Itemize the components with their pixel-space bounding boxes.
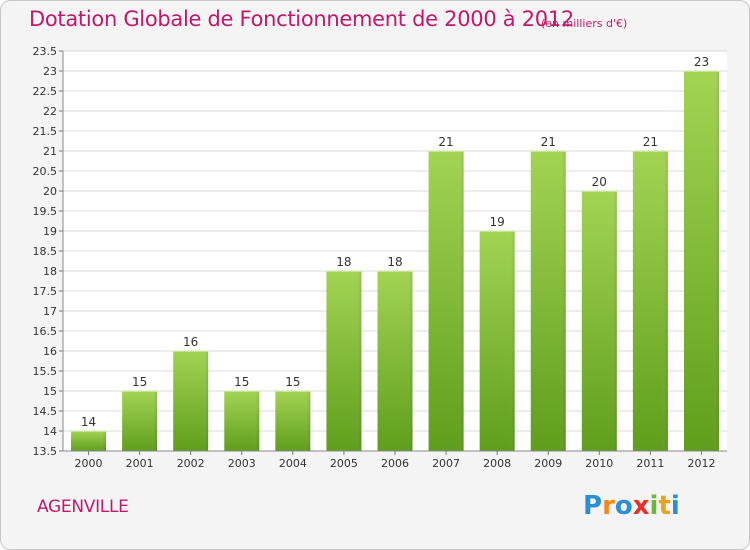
y-tick-label: 22.5 <box>33 85 58 98</box>
data-label-2005: 18 <box>336 255 351 269</box>
y-tick-label: 19.5 <box>33 205 58 218</box>
data-label-2001: 15 <box>132 375 147 389</box>
bar-shade-2008 <box>508 231 515 451</box>
y-tick-label: 14 <box>43 425 57 438</box>
x-tick-label-2012: 2012 <box>687 457 715 470</box>
place-name: AGENVILLE <box>37 497 129 517</box>
bar-shade-2009 <box>559 151 566 451</box>
x-tick-label-2011: 2011 <box>636 457 664 470</box>
x-tick-label-2003: 2003 <box>228 457 256 470</box>
chart-subtitle: (en milliers d'€) <box>541 17 628 30</box>
bar-shade-2012 <box>712 71 719 451</box>
y-tick-label: 20 <box>43 185 57 198</box>
y-tick-label: 17 <box>43 305 57 318</box>
bar-shade-2000 <box>100 431 107 451</box>
chart-title: Dotation Globale de Fonctionnement de 20… <box>29 7 574 31</box>
bar-shade-2001 <box>151 391 158 451</box>
y-tick-label: 20.5 <box>33 165 58 178</box>
data-label-2011: 21 <box>643 135 658 149</box>
y-tick-label: 21 <box>43 145 57 158</box>
y-tick-label: 18 <box>43 265 57 278</box>
data-label-2009: 21 <box>541 135 556 149</box>
x-tick-label-2010: 2010 <box>585 457 613 470</box>
x-tick-label-2005: 2005 <box>330 457 358 470</box>
x-tick-label-2004: 2004 <box>279 457 307 470</box>
y-tick-label: 19 <box>43 225 57 238</box>
y-tick-label: 14.5 <box>33 405 58 418</box>
bar-shade-2004 <box>304 391 311 451</box>
data-label-2006: 18 <box>387 255 402 269</box>
y-tick-label: 15.5 <box>33 365 58 378</box>
data-label-2012: 23 <box>694 55 709 69</box>
x-tick-label-2000: 2000 <box>75 457 103 470</box>
bar-2000 <box>71 431 107 451</box>
y-tick-label: 18.5 <box>33 245 58 258</box>
labels: 13.5 14 14.5 15 15.5 16 16.5 17 17.5 18 18.5 19 19.5… <box>33 45 716 470</box>
data-label-2003: 15 <box>234 375 249 389</box>
y-tick-label: 16.5 <box>33 325 58 338</box>
axes <box>59 50 727 455</box>
data-label-2010: 20 <box>592 175 607 189</box>
bar-shade-2003 <box>253 391 260 451</box>
y-tick-label: 15 <box>43 385 57 398</box>
data-label-2004: 15 <box>285 375 300 389</box>
x-tick-label-2007: 2007 <box>432 457 460 470</box>
bar-shade-2007 <box>457 151 464 451</box>
data-label-2000: 14 <box>81 415 96 429</box>
bar-shade-2005 <box>355 271 362 451</box>
bar-shade-2010 <box>610 191 617 451</box>
proxiti-logo: Proxiti <box>583 491 680 521</box>
y-tick-label: 16 <box>43 345 57 358</box>
data-label-2002: 16 <box>183 335 198 349</box>
bar-shade-2006 <box>406 271 413 451</box>
x-tick-label-2006: 2006 <box>381 457 409 470</box>
x-tick-label-2008: 2008 <box>483 457 511 470</box>
y-tick-label: 17.5 <box>33 285 58 298</box>
data-label-2008: 19 <box>490 215 505 229</box>
y-tick-label: 13.5 <box>33 445 58 458</box>
y-tick-label: 21.5 <box>33 125 58 138</box>
y-tick-label: 22 <box>43 105 57 118</box>
bar-shade-2011 <box>661 151 668 451</box>
data-label-2007: 21 <box>438 135 453 149</box>
x-tick-label-2002: 2002 <box>177 457 205 470</box>
y-tick-label: 23 <box>43 65 57 78</box>
bar-shade-2002 <box>202 351 209 451</box>
y-tick-label: 23.5 <box>33 45 58 58</box>
x-tick-label-2009: 2009 <box>534 457 562 470</box>
bars <box>71 71 719 451</box>
x-tick-label-2001: 2001 <box>126 457 154 470</box>
